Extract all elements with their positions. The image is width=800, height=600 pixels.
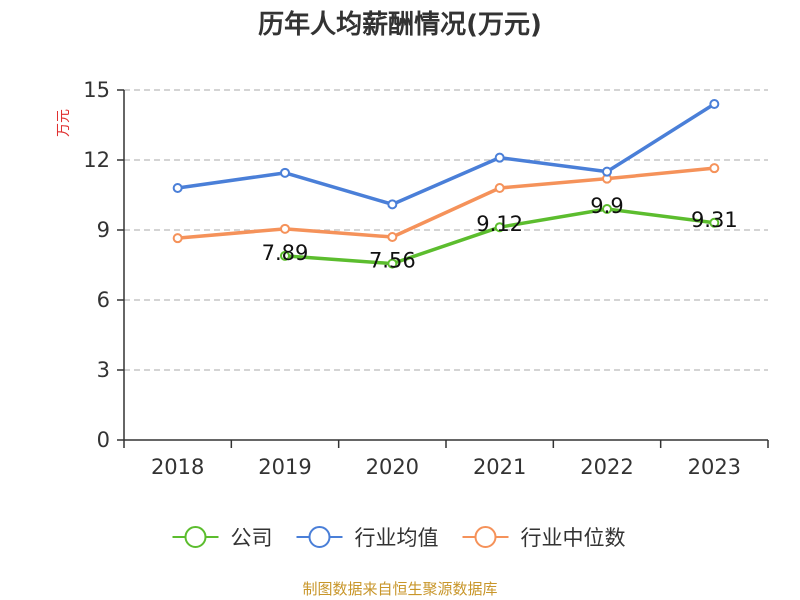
- data-point: [709, 99, 720, 109]
- data-point: [709, 163, 720, 174]
- legend: 公司 行业均值 行业中位数: [172, 526, 626, 550]
- y-tick-labels: 0 3 6 9 12 15: [83, 78, 110, 452]
- series-lines: [172, 99, 720, 269]
- gridlines: [124, 89, 768, 371]
- legend-label: 行业中位数: [521, 526, 626, 550]
- x-tick-label: 2020: [366, 455, 419, 479]
- source-note: 制图数据来自恒生聚源数据库: [302, 580, 497, 598]
- data-point: [172, 183, 183, 193]
- y-tick-label: 6: [97, 288, 110, 312]
- x-tick-label: 2021: [473, 455, 526, 479]
- series-1: [172, 99, 720, 210]
- y-tick-label: 9: [97, 218, 110, 242]
- y-tick-label: 3: [97, 358, 110, 382]
- data-point: [172, 233, 183, 244]
- series-line: [175, 102, 717, 207]
- y-tick-label: 0: [97, 428, 110, 452]
- x-tick-label: 2022: [580, 455, 633, 479]
- x-tick-labels: 2018 2019 2020 2021 2022 2023: [151, 455, 741, 479]
- legend-marker: [308, 526, 331, 548]
- legend-marker: [184, 526, 207, 548]
- data-point: [387, 232, 398, 242]
- axes: [117, 89, 769, 448]
- legend-marker: [474, 526, 497, 548]
- data-point: [709, 217, 720, 228]
- data-label: 9.12: [476, 212, 523, 236]
- series-2: [172, 163, 720, 244]
- legend-label: 公司: [231, 526, 273, 550]
- data-point: [494, 222, 505, 233]
- data-point: [280, 250, 290, 261]
- legend-item-1[interactable]: 行业均值: [296, 526, 439, 550]
- data-labels: 7.89 7.56 9.12 9.9 9.31: [262, 194, 738, 273]
- x-tick-label: 2023: [688, 455, 741, 479]
- legend-label: 行业均值: [355, 526, 439, 550]
- series-line: [175, 166, 717, 240]
- x-tick-label: 2019: [258, 455, 311, 479]
- chart-title: 历年人均薪酬情况(万元): [258, 9, 542, 40]
- series-0: [280, 204, 720, 269]
- y-tick-label: 12: [83, 148, 110, 172]
- data-point: [494, 152, 505, 163]
- data-point: [494, 183, 505, 193]
- data-point: [387, 199, 398, 210]
- data-label: 7.89: [262, 241, 309, 265]
- data-label: 7.56: [369, 249, 416, 273]
- x-tick-label: 2018: [151, 455, 204, 479]
- y-tick-label: 15: [83, 78, 110, 102]
- data-point: [602, 166, 612, 177]
- data-point: [280, 223, 290, 234]
- data-point: [387, 258, 398, 269]
- data-label: 9.31: [691, 208, 738, 232]
- legend-item-0[interactable]: 公司: [172, 526, 273, 550]
- legend-item-2[interactable]: 行业中位数: [462, 526, 626, 550]
- data-point: [602, 204, 612, 214]
- data-label: 9.9: [590, 194, 623, 218]
- y-axis-label: 万元: [56, 109, 72, 137]
- data-point: [280, 167, 290, 178]
